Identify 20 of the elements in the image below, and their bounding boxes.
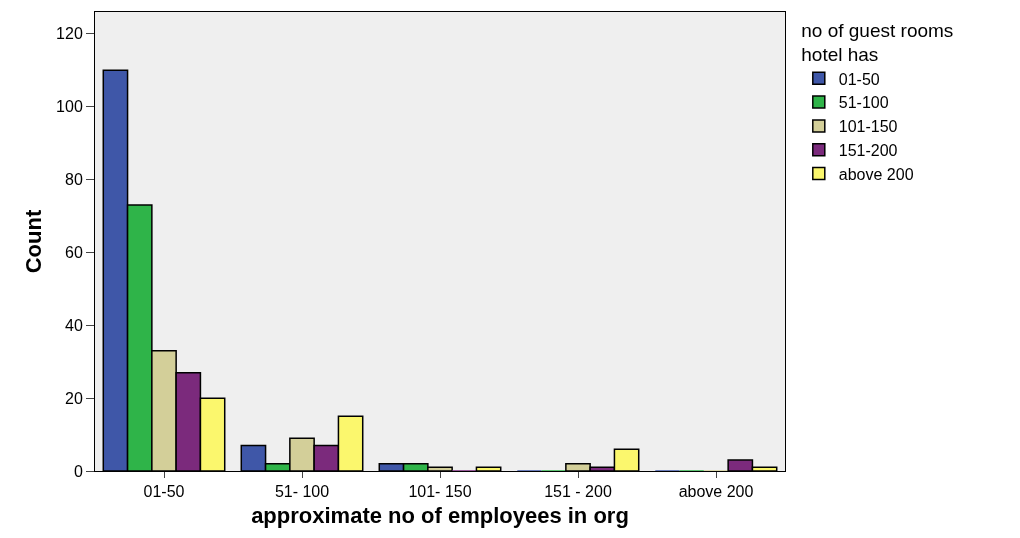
x-tick-label: 101- 150: [408, 483, 472, 501]
legend-label: 01-50: [838, 70, 880, 88]
legend-label: 101-150: [838, 118, 898, 136]
y-tick-label: 60: [65, 244, 83, 262]
x-tick-label: 01-50: [143, 483, 185, 501]
y-tick-label: 0: [73, 462, 83, 480]
x-axis-title: approximate no of employees in org: [251, 503, 629, 529]
x-tick-label: 151 - 200: [544, 483, 612, 501]
x-tick-label: above 200: [678, 483, 754, 501]
y-tick-label: 120: [56, 25, 83, 43]
legend-title: no of guest rooms hotel has: [801, 19, 954, 66]
x-tick-label: 51- 100: [274, 483, 330, 501]
y-tick-label: 100: [56, 98, 83, 116]
y-axis-title: Count: [20, 209, 46, 274]
legend-label: above 200: [838, 165, 914, 183]
legend-label: 151-200: [838, 141, 898, 159]
y-tick-label: 20: [65, 389, 83, 407]
legend-label: 51-100: [838, 94, 889, 112]
y-tick-label: 80: [65, 171, 83, 189]
y-tick-label: 40: [65, 316, 83, 334]
